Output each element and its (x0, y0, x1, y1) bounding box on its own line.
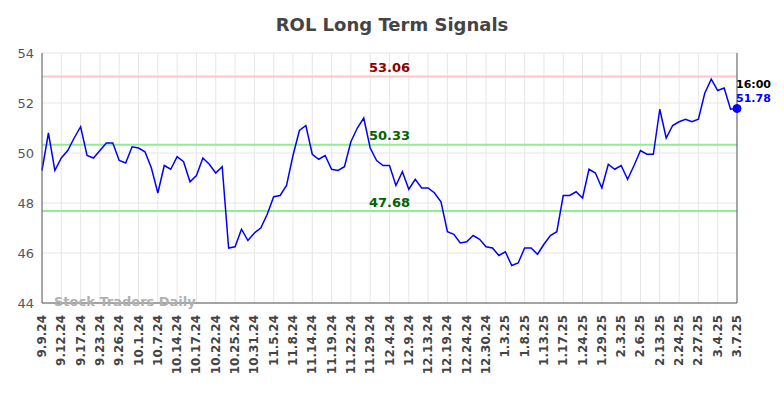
svg-text:44: 44 (17, 296, 34, 311)
svg-text:1.17.25: 1.17.25 (556, 315, 570, 366)
svg-text:2.24.25: 2.24.25 (672, 315, 686, 366)
svg-text:10.22.24: 10.22.24 (209, 315, 223, 374)
svg-text:10.14.24: 10.14.24 (170, 315, 184, 374)
svg-text:10.1.24: 10.1.24 (132, 315, 146, 366)
svg-text:53.06: 53.06 (369, 60, 410, 75)
html-text:51.78: 51.78 (736, 92, 771, 105)
svg-text:12.30.24: 12.30.24 (479, 315, 493, 374)
svg-text:9.23.24: 9.23.24 (93, 315, 107, 366)
svg-text:1.29.25: 1.29.25 (595, 315, 609, 366)
svg-text:9.12.24: 9.12.24 (54, 315, 68, 366)
svg-text:11.8.24: 11.8.24 (286, 315, 300, 366)
svg-text:12.4.24: 12.4.24 (383, 315, 397, 366)
svg-text:12.13.24: 12.13.24 (421, 315, 435, 374)
svg-text:9.26.24: 9.26.24 (112, 315, 126, 366)
svg-text:11.14.24: 11.14.24 (305, 315, 319, 374)
svg-text:50.33: 50.33 (369, 128, 410, 143)
svg-text:52: 52 (17, 96, 34, 111)
svg-text:1.24.25: 1.24.25 (576, 315, 590, 366)
svg-text:48: 48 (17, 196, 34, 211)
svg-text:46: 46 (17, 246, 34, 261)
svg-text:2.6.25: 2.6.25 (633, 315, 647, 358)
svg-text:1.3.25: 1.3.25 (498, 315, 512, 358)
svg-text:12.9.24: 12.9.24 (402, 315, 416, 366)
svg-text:10.25.24: 10.25.24 (228, 315, 242, 374)
svg-text:9.17.24: 9.17.24 (74, 315, 88, 366)
html-text:Stock Traders Daily: Stock Traders Daily (54, 294, 196, 309)
svg-text:10.17.24: 10.17.24 (189, 315, 203, 374)
svg-text:2.27.25: 2.27.25 (691, 315, 705, 366)
svg-text:54: 54 (17, 46, 34, 61)
svg-text:10.7.24: 10.7.24 (151, 315, 165, 366)
svg-text:47.68: 47.68 (369, 195, 410, 210)
svg-text:2.3.25: 2.3.25 (614, 315, 628, 358)
svg-text:12.24.24: 12.24.24 (460, 315, 474, 374)
svg-text:3.4.25: 3.4.25 (711, 315, 725, 358)
svg-text:9.9.24: 9.9.24 (35, 315, 49, 358)
svg-text:50: 50 (17, 146, 34, 161)
svg-text:10.31.24: 10.31.24 (247, 315, 261, 374)
svg-text:11.5.24: 11.5.24 (267, 315, 281, 366)
svg-text:11.22.24: 11.22.24 (344, 315, 358, 374)
svg-text:1.13.25: 1.13.25 (537, 315, 551, 366)
svg-text:1.8.25: 1.8.25 (518, 315, 532, 358)
svg-text:3.7.25: 3.7.25 (730, 315, 744, 358)
html-text:16:00: 16:00 (736, 78, 771, 91)
svg-text:12.19.24: 12.19.24 (440, 315, 454, 374)
svg-text:11.29.24: 11.29.24 (363, 315, 377, 374)
svg-text:2.13.25: 2.13.25 (653, 315, 667, 366)
svg-text:11.19.24: 11.19.24 (325, 315, 339, 374)
html-text:ROL Long Term Signals: ROL Long Term Signals (275, 14, 509, 35)
